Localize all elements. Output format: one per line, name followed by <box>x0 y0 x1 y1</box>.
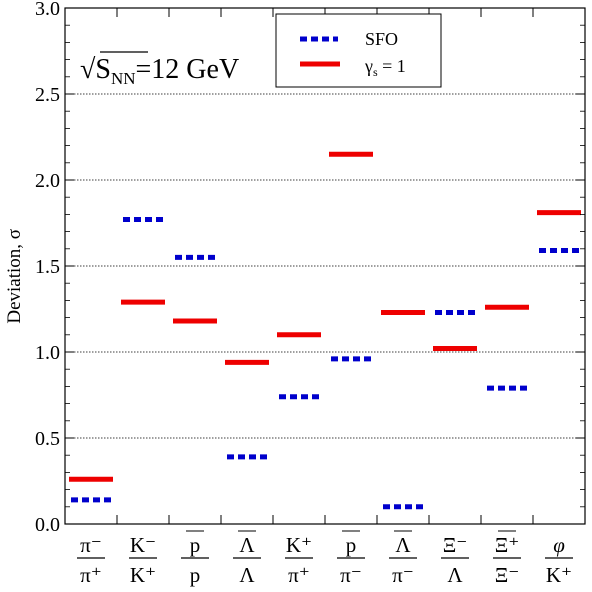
y-tick-label: 0.5 <box>35 428 60 450</box>
y-tick-label: 2.5 <box>35 84 60 106</box>
category-denominator: Ξ⁻ <box>495 563 520 587</box>
x-category-label: pp <box>181 530 209 587</box>
energy-label: √SNN=12 GeV <box>80 54 239 88</box>
category-denominator: π⁺ <box>288 563 310 587</box>
legend-sfo-label: SFO <box>365 29 398 49</box>
category-denominator: π⁻ <box>340 563 362 587</box>
axis-ticks: 0.0 0.5 1.0 1.5 2.0 2.5 3.0 <box>35 0 585 536</box>
x-category-label: ΛΛ <box>233 530 261 587</box>
category-numerator: K⁺ <box>286 533 312 557</box>
category-numerator: Ξ⁻ <box>443 533 468 557</box>
x-category-label: π⁻ π⁺ <box>77 533 105 587</box>
x-category-label: p π⁻ <box>337 530 365 587</box>
energy-annotation: √SNN=12 GeV <box>80 51 239 88</box>
category-numerator: φ <box>553 533 565 557</box>
category-denominator: K⁺ <box>130 563 156 587</box>
x-category-label: Ξ⁻ Λ <box>441 533 469 587</box>
y-tick-label: 0.0 <box>35 514 60 536</box>
category-numerator: p <box>190 533 201 557</box>
x-category-label: K⁺ π⁺ <box>285 533 313 587</box>
x-category-label: Λπ⁻ <box>389 530 417 587</box>
category-denominator: π⁺ <box>80 563 102 587</box>
grid-lines <box>65 93 585 439</box>
category-denominator: Λ <box>239 563 255 587</box>
legend: SFO γs = 1 <box>275 13 442 88</box>
category-numerator: p <box>346 533 357 557</box>
data-series <box>69 151 581 510</box>
y-tick-label: 3.0 <box>35 0 60 20</box>
x-category-label: Ξ⁺ Ξ⁻ <box>493 530 521 587</box>
category-numerator: π⁻ <box>80 533 102 557</box>
legend-box <box>275 13 442 88</box>
category-numerator: Λ <box>395 533 411 557</box>
y-axis-label: Deviation, σ <box>4 229 25 324</box>
category-numerator: Ξ⁺ <box>495 533 520 557</box>
category-denominator: p <box>190 563 201 587</box>
y-tick-label: 2.0 <box>35 170 60 192</box>
x-category-label: φ K⁺ <box>545 533 573 587</box>
category-denominator: K⁺ <box>546 563 572 587</box>
y-axis-label-group: Deviation, σ <box>4 229 25 324</box>
plot-frame <box>64 7 586 525</box>
x-category-label: K⁻ K⁺ <box>129 533 157 587</box>
category-denominator: Λ <box>447 563 463 587</box>
legend-gamma-label: γs = 1 <box>364 56 406 79</box>
category-numerator: K⁻ <box>130 533 156 557</box>
y-tick-label: 1.5 <box>35 256 60 278</box>
category-denominator: π⁻ <box>392 563 414 587</box>
y-tick-label: 1.0 <box>35 342 60 364</box>
category-numerator: Λ <box>239 533 255 557</box>
